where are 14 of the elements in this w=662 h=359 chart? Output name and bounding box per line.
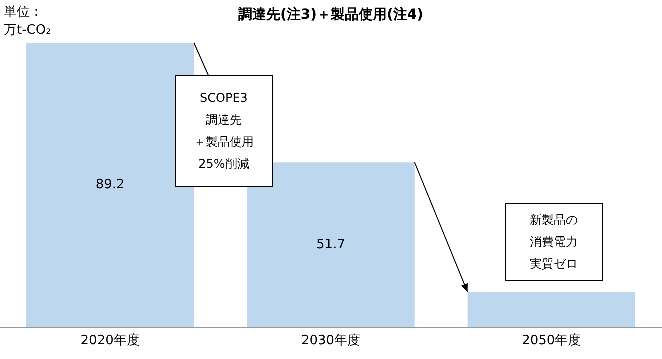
annotation: SCOPE3 — [200, 90, 248, 106]
annotation: 消費電力 — [530, 234, 578, 250]
x-tick-label: 2030年度 — [301, 332, 361, 349]
data-label: 51.7 — [316, 237, 346, 252]
annotation: 調達先 — [206, 112, 242, 128]
y-axis-title: 単位：万t-CO₂ — [4, 4, 52, 40]
x-tick-label: 2050年度 — [522, 332, 582, 349]
x-tick-label: 2020年度 — [80, 332, 140, 349]
annotation: 新製品の — [530, 212, 578, 228]
annotation: 25%削減 — [198, 156, 250, 172]
annotation: ＋製品使用 — [194, 134, 254, 150]
annotation: 実質ゼロ — [530, 256, 578, 272]
chart-title: 調達先(注3)＋製品使用(注4) — [238, 7, 424, 23]
data-label: 89.2 — [96, 178, 125, 193]
